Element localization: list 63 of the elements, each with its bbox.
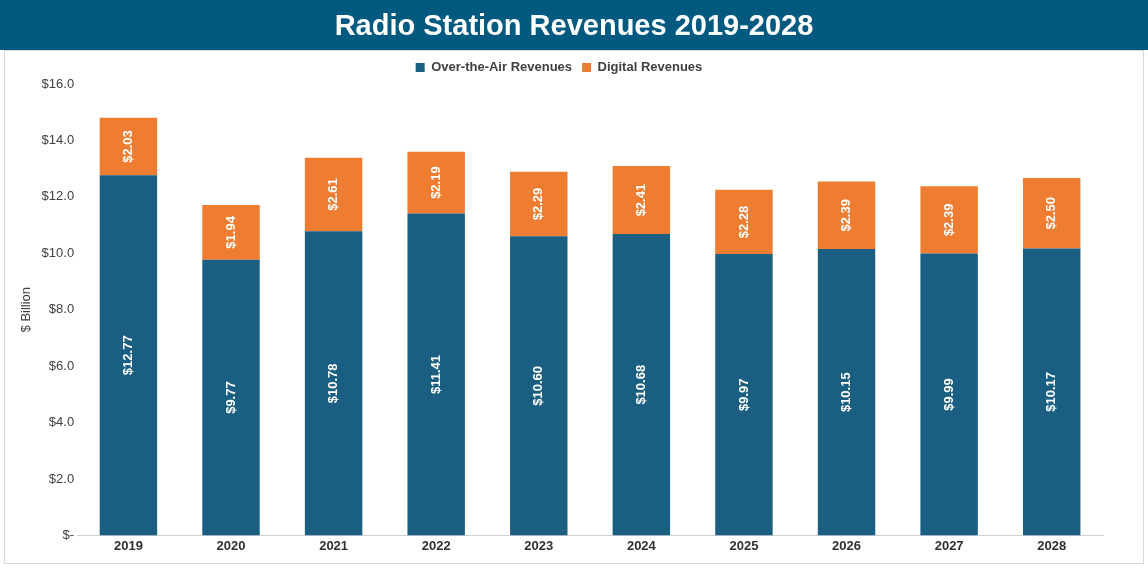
bar xyxy=(817,249,876,536)
data-label: $9.77 xyxy=(222,381,238,414)
bar xyxy=(1022,177,1081,249)
x-tick-label: 2025 xyxy=(729,537,759,553)
bar xyxy=(99,117,158,176)
data-label: $2.29 xyxy=(530,187,546,221)
bar xyxy=(202,259,260,536)
bar xyxy=(920,253,978,536)
data-label: $12.77 xyxy=(120,335,135,376)
bar xyxy=(715,254,773,536)
bar xyxy=(202,205,260,260)
data-label: $10.17 xyxy=(1043,372,1059,412)
y-axis-title: $ Billion xyxy=(18,286,34,333)
bar xyxy=(817,181,876,250)
bar xyxy=(715,189,773,255)
bar xyxy=(407,213,465,536)
bar xyxy=(510,171,568,237)
data-label: $10.60 xyxy=(530,365,546,406)
x-tick-label: 2026 xyxy=(832,537,861,553)
legend-label: Over-the-Air Revenues xyxy=(431,59,573,75)
data-label: $2.19 xyxy=(427,166,443,199)
y-tick-label: $12.0 xyxy=(41,188,75,204)
data-label: $2.61 xyxy=(325,178,341,211)
data-label: $2.03 xyxy=(120,130,135,163)
bar xyxy=(920,186,978,254)
x-tick-label: 2024 xyxy=(626,537,657,553)
x-tick-label: 2023 xyxy=(524,537,554,553)
x-tick-label: 2028 xyxy=(1037,537,1067,553)
data-label: $1.94 xyxy=(222,215,238,249)
x-tick-label: 2021 xyxy=(319,537,349,553)
y-tick-label: $8.0 xyxy=(48,301,75,317)
bar xyxy=(1022,248,1081,536)
bar xyxy=(612,166,671,235)
data-label: $2.39 xyxy=(940,203,956,237)
data-label: $11.41 xyxy=(427,354,443,394)
legend-label: Digital Revenues xyxy=(597,59,703,75)
y-tick-label: $16.0 xyxy=(41,75,75,91)
data-label: $2.28 xyxy=(735,205,751,239)
data-label: $2.39 xyxy=(838,199,854,232)
y-tick-label: $14.0 xyxy=(41,132,75,147)
y-tick-label: $2.0 xyxy=(48,470,75,486)
data-label: $10.15 xyxy=(838,372,854,413)
data-label: $9.99 xyxy=(940,378,956,411)
x-tick-label: 2019 xyxy=(113,537,143,553)
data-label: $10.68 xyxy=(632,364,648,405)
data-label: $9.97 xyxy=(735,378,751,412)
chart-title: Radio Station Revenues 2019-2028 xyxy=(0,0,1148,50)
x-tick-label: 2020 xyxy=(216,537,246,553)
bar xyxy=(304,231,363,536)
x-tick-label: 2022 xyxy=(421,537,451,553)
bar xyxy=(612,234,671,536)
y-tick-label: $- xyxy=(62,526,75,542)
bar xyxy=(99,175,158,536)
y-tick-label: $10.0 xyxy=(41,244,75,260)
bar xyxy=(510,236,568,536)
bar xyxy=(304,157,363,232)
x-tick-label: 2027 xyxy=(934,537,964,553)
data-label: $10.78 xyxy=(325,363,341,404)
bar xyxy=(407,151,465,214)
data-label: $2.41 xyxy=(632,183,648,217)
y-tick-label: $6.0 xyxy=(48,357,75,373)
data-label: $2.50 xyxy=(1043,196,1059,230)
y-tick-label: $4.0 xyxy=(48,414,75,430)
